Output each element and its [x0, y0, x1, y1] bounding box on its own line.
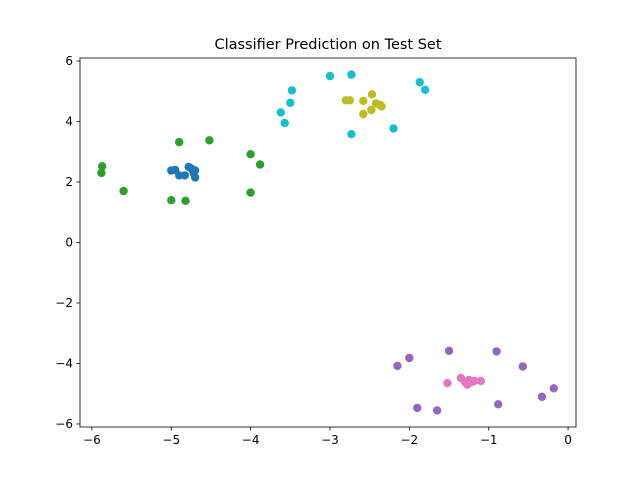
- data-point: [347, 130, 356, 139]
- data-point: [98, 162, 107, 171]
- y-tick-label: 6: [65, 54, 73, 68]
- data-point: [537, 392, 547, 401]
- data-point: [175, 137, 184, 147]
- data-point: [518, 362, 527, 371]
- data-point: [444, 346, 454, 355]
- data-point: [494, 400, 503, 409]
- data-point: [367, 90, 377, 99]
- data-point: [181, 196, 190, 205]
- data-point: [413, 403, 422, 413]
- data-point: [190, 166, 200, 175]
- data-point: [347, 70, 356, 79]
- data-point: [246, 150, 255, 159]
- data-point: [119, 186, 128, 196]
- data-point: [287, 86, 297, 95]
- x-tick-label: −2: [400, 433, 418, 447]
- data-point: [325, 71, 335, 81]
- x-tick-label: −1: [480, 433, 498, 447]
- data-point: [405, 353, 414, 363]
- data-point: [393, 361, 402, 371]
- y-tick-label: −4: [55, 356, 73, 370]
- x-tick-label: −3: [321, 433, 339, 447]
- data-point: [492, 347, 501, 356]
- data-point: [476, 376, 485, 386]
- data-point: [549, 384, 558, 393]
- data-point: [432, 406, 442, 415]
- data-point: [255, 160, 265, 169]
- x-tick-label: 0: [564, 433, 572, 447]
- data-point: [276, 108, 285, 117]
- y-tick-label: 4: [65, 115, 73, 129]
- data-point: [205, 136, 214, 145]
- data-point: [421, 85, 430, 95]
- y-axis: −6 −4 −2 0 2 4 6: [55, 54, 80, 431]
- x-tick-label: −5: [162, 433, 180, 447]
- data-point: [359, 96, 368, 106]
- data-point: [167, 196, 176, 205]
- data-point: [389, 124, 398, 133]
- x-axis: −6 −5 −4 −3 −2 −1 0: [83, 427, 572, 447]
- data-point: [280, 118, 289, 128]
- data-point: [377, 102, 386, 111]
- data-points: [97, 70, 558, 415]
- y-tick-label: −6: [55, 417, 73, 431]
- data-point: [470, 376, 479, 386]
- data-point: [345, 96, 354, 105]
- y-tick-label: −2: [55, 296, 73, 310]
- y-tick-label: 2: [65, 175, 73, 189]
- data-point: [359, 109, 368, 119]
- chart-title: Classifier Prediction on Test Set: [214, 37, 441, 53]
- data-point: [286, 98, 295, 108]
- data-point: [190, 173, 200, 182]
- x-tick-label: −6: [83, 433, 101, 447]
- data-point: [443, 378, 452, 388]
- data-point: [97, 168, 106, 178]
- data-point: [415, 78, 424, 87]
- plot-frame: [79, 57, 577, 428]
- y-tick-label: 0: [65, 236, 73, 250]
- data-point: [367, 105, 376, 115]
- x-tick-label: −4: [242, 433, 260, 447]
- data-point: [180, 171, 189, 180]
- data-point: [246, 188, 255, 197]
